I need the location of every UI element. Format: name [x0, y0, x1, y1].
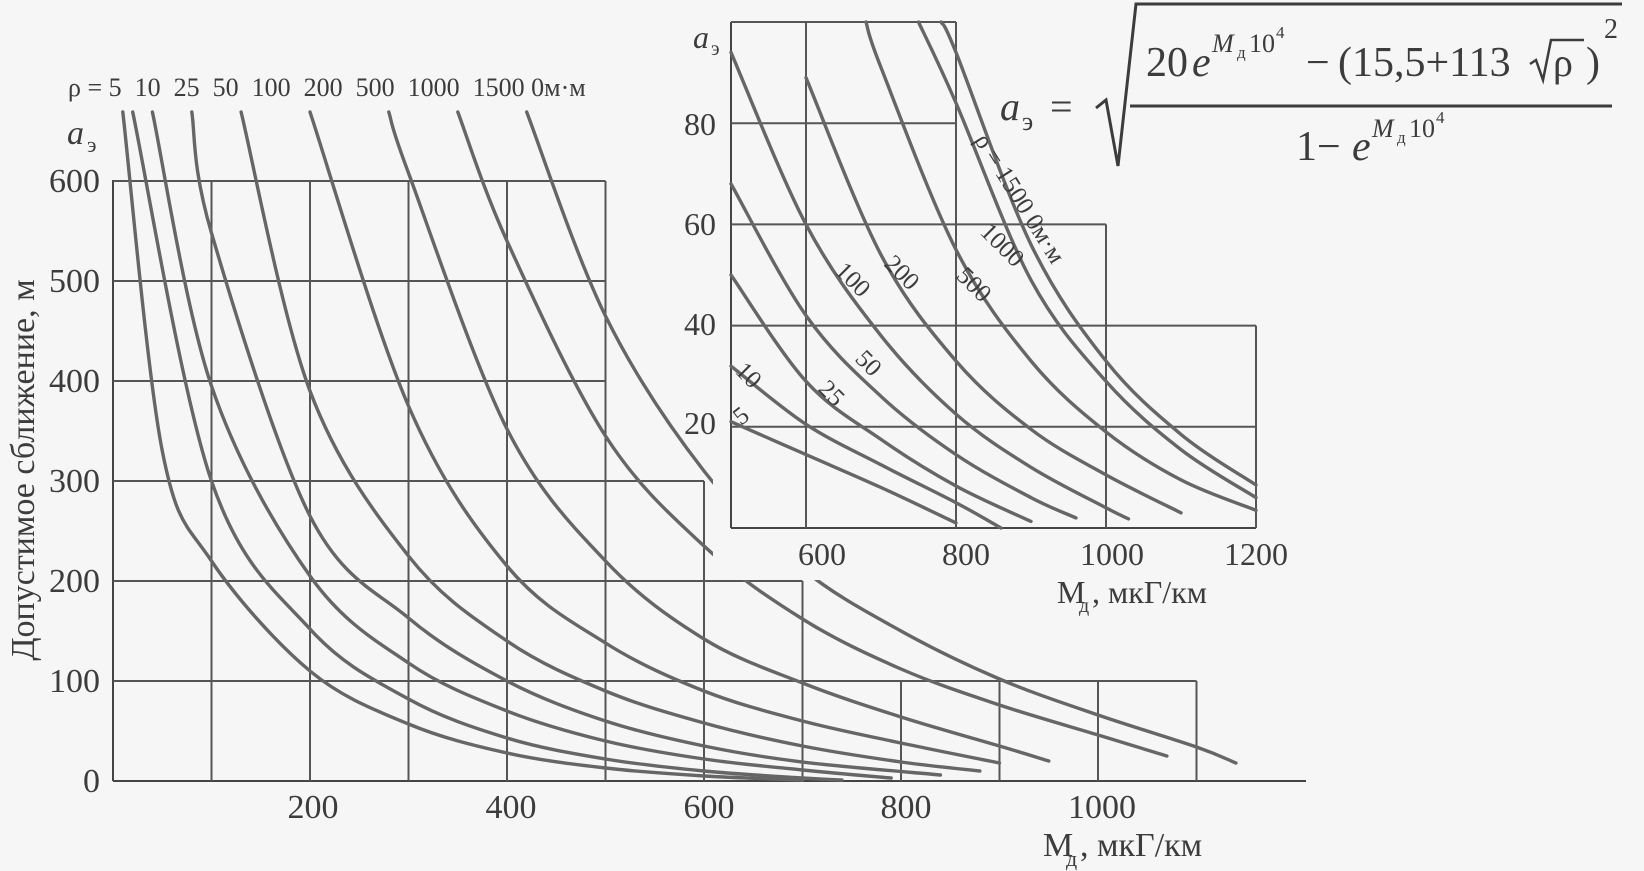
formula-num-rho: ρ [1553, 40, 1573, 85]
formula-inner-radical [1529, 38, 1584, 85]
main-curve-rho-50 [190, 110, 943, 777]
formula-num-e: e [1192, 40, 1211, 86]
formula-num-exp-sub: д [1237, 43, 1246, 62]
inset-x-axis-title-sub: д [1079, 595, 1089, 617]
formula-den-e: e [1352, 124, 1371, 170]
main-curve-rho-500 [387, 110, 1051, 763]
main-y-axis-title: Допустимое сближение, м [5, 279, 42, 660]
inset-curves [729, 20, 1258, 530]
formula-den-exp-sub: д [1397, 128, 1406, 147]
inset-curve-rho-50 [729, 182, 1078, 520]
main-curve-rho-5 [121, 110, 805, 782]
formula-num-bracket: (15,5+113 [1338, 40, 1511, 86]
inset-chart: a э 80 60 40 20 600 800 1000 1200 М д , … [684, 19, 1288, 617]
main-x-axis-title-unit: , мкГ/км [1080, 827, 1202, 864]
inset-curve-rho-25 [729, 273, 1033, 524]
formula-num-square: 2 [1604, 14, 1618, 45]
main-xtick-1000: 1000 [1068, 789, 1136, 826]
formula: a э = 20 e M д 10 4 − (15,5+113 ρ ) 2 1−… [1000, 2, 1622, 170]
formula-num-minus: − [1306, 40, 1330, 86]
formula-num-exp-m: M [1211, 29, 1235, 58]
inset-curve-rho-5 [729, 420, 958, 525]
inset-ytick-40: 40 [684, 306, 716, 342]
formula-num-coef: 20 [1146, 40, 1188, 86]
formula-num-exp-tail: 10 [1249, 29, 1275, 58]
formula-lhs-var: a [1000, 84, 1020, 129]
main-curve-rho-200 [308, 110, 1002, 765]
formula-den-start: 1− [1296, 124, 1341, 170]
main-chart: a э Допустимое сближение, м 600 500 400 … [5, 73, 1306, 871]
main-ytick-500: 500 [49, 263, 100, 300]
main-y-unit-sub: э [87, 132, 96, 157]
formula-num-exp-pow: 4 [1276, 23, 1285, 42]
formula-num-close: ) [1586, 40, 1600, 86]
formula-den-exp-tail: 10 [1409, 114, 1435, 143]
main-x-axis-title-sub: д [1066, 846, 1077, 871]
formula-den-exp-pow: 4 [1436, 108, 1445, 127]
inset-ytick-80: 80 [684, 106, 716, 142]
inset-y-unit-var: a [693, 19, 709, 55]
inset-xtick-600: 600 [798, 536, 846, 572]
inset-xtick-1000: 1000 [1080, 536, 1144, 572]
inset-curve-rho-500 [864, 20, 1258, 512]
main-ytick-100: 100 [49, 663, 100, 700]
inset-x-axis-title-main: М [1057, 574, 1085, 610]
formula-radical [1095, 2, 1622, 167]
main-curve-rho-1000 [456, 110, 1169, 758]
main-ytick-300: 300 [49, 463, 100, 500]
inset-ytick-60: 60 [684, 206, 716, 242]
main-ytick-0: 0 [83, 763, 100, 800]
main-ytick-200: 200 [49, 563, 100, 600]
main-xtick-600: 600 [684, 789, 735, 826]
inset-curve-rho-100 [729, 50, 1131, 521]
inset-y-unit-sub: э [711, 38, 720, 60]
main-curves [121, 110, 1238, 782]
rho-header-row: ρ = 5 10 25 50 100 200 500 1000 1500 0м·… [68, 73, 586, 102]
main-xtick-800: 800 [881, 789, 932, 826]
main-x-axis-title-main: М [1043, 827, 1073, 864]
main-curve-rho-1500 [525, 110, 1238, 765]
formula-den-exp-m: M [1371, 114, 1395, 143]
inset-curve-rho-1500 [939, 20, 1258, 487]
main-xtick-400: 400 [486, 789, 537, 826]
main-ytick-600: 600 [49, 163, 100, 200]
main-xtick-200: 200 [288, 789, 339, 826]
main-curve-rho-100 [239, 110, 982, 773]
main-curve-rho-10 [131, 110, 844, 782]
inset-x-axis-title-unit: , мкГ/км [1092, 574, 1207, 610]
formula-equals: = [1050, 84, 1073, 129]
inset-curve-rho-1000 [916, 20, 1258, 500]
inset-xtick-1200: 1200 [1224, 536, 1288, 572]
inset-xtick-800: 800 [942, 536, 990, 572]
main-y-unit-var: a [67, 115, 84, 152]
main-curve-rho-25 [150, 110, 893, 780]
formula-lhs-sub: э [1022, 107, 1033, 136]
inset-ytick-20: 20 [684, 405, 716, 441]
main-ytick-400: 400 [49, 363, 100, 400]
inset-curve-rho-10 [729, 364, 1003, 530]
inset-curve-rho-200 [804, 76, 1183, 515]
